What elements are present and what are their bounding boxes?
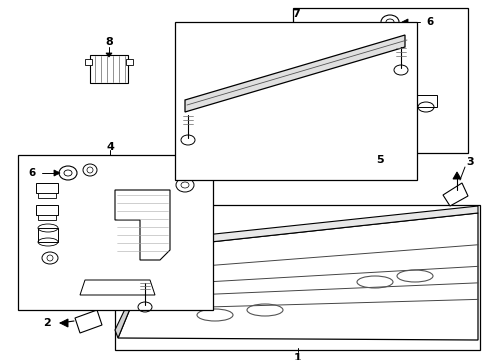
Polygon shape (126, 59, 133, 65)
Bar (38, 215, 56, 220)
Polygon shape (354, 50, 404, 120)
Text: 6: 6 (28, 168, 36, 178)
Bar (292, 8, 467, 153)
Text: 1: 1 (293, 353, 301, 360)
Polygon shape (54, 170, 60, 176)
Bar (38, 228, 58, 242)
Bar (329, 65, 349, 75)
Bar (36, 183, 58, 193)
Polygon shape (401, 19, 407, 25)
Polygon shape (115, 190, 170, 260)
Polygon shape (60, 319, 68, 327)
Polygon shape (118, 213, 477, 340)
Polygon shape (184, 35, 404, 112)
Text: 8: 8 (105, 37, 113, 47)
Text: 5: 5 (375, 155, 383, 165)
Bar (306, 32, 325, 37)
Bar (36, 205, 58, 215)
Bar (305, 70, 323, 75)
Polygon shape (452, 172, 460, 179)
Text: 4: 4 (106, 142, 114, 152)
Bar (90, 55, 128, 83)
Bar (115, 205, 479, 350)
Text: 2: 2 (43, 318, 51, 328)
Polygon shape (85, 59, 92, 65)
Polygon shape (309, 40, 337, 55)
Polygon shape (155, 206, 477, 248)
Bar (303, 60, 325, 70)
Text: 3: 3 (465, 157, 473, 167)
Bar (414, 95, 436, 107)
Polygon shape (115, 240, 158, 338)
Polygon shape (442, 183, 467, 206)
Polygon shape (80, 280, 155, 295)
Polygon shape (106, 53, 112, 57)
Bar (305, 22, 326, 32)
Bar (175, 22, 416, 180)
Bar (18, 155, 213, 310)
Text: 7: 7 (291, 9, 299, 19)
Polygon shape (75, 310, 102, 333)
Text: 6: 6 (426, 17, 433, 27)
Bar (38, 193, 56, 198)
